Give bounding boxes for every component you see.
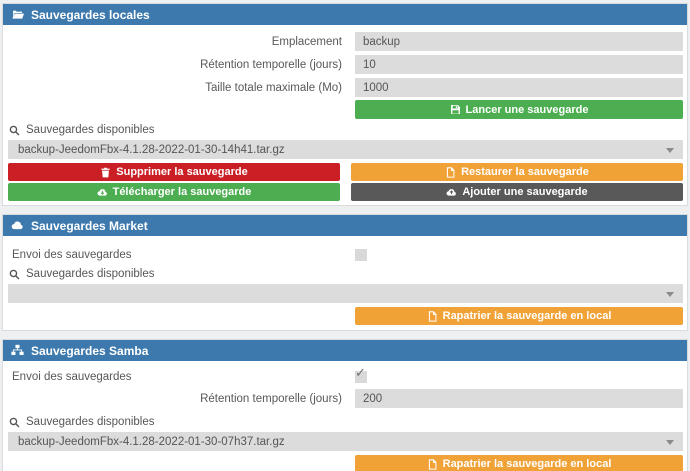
cloud-upload-icon bbox=[446, 188, 457, 196]
trash-icon bbox=[101, 167, 110, 177]
market-available-label-row: Sauvegardes disponibles bbox=[3, 268, 687, 280]
file-icon bbox=[428, 458, 437, 470]
available-backups-label-row: Sauvegardes disponibles bbox=[3, 124, 687, 136]
restore-backup-button[interactable]: Restaurer la sauvegarde bbox=[351, 163, 683, 181]
local-backup-select[interactable]: backup-JeedomFbx-4.1.28-2022-01-30-14h41… bbox=[8, 140, 683, 159]
sitemap-icon bbox=[11, 344, 24, 355]
launch-backup-label: Lancer une sauvegarde bbox=[465, 103, 589, 116]
search-icon bbox=[9, 417, 20, 427]
launch-row: Lancer une sauvegarde bbox=[3, 100, 687, 119]
restore-backup-label: Restaurer la sauvegarde bbox=[461, 166, 589, 178]
samba-retention-input[interactable] bbox=[355, 389, 683, 408]
panel-title: Sauvegardes Market bbox=[31, 218, 148, 233]
search-icon bbox=[9, 269, 20, 279]
market-available-label: Sauvegardes disponibles bbox=[26, 268, 155, 280]
samba-repatriate-button[interactable]: Rapatrier la sauvegarde en local bbox=[355, 455, 683, 471]
panel-samba-backups: Sauvegardes Samba Envoi des sauvegardes … bbox=[2, 339, 688, 471]
market-repatriate-label: Rapatrier la sauvegarde en local bbox=[442, 310, 612, 322]
field-row-max-size: Taille totale maximale (Mo) bbox=[3, 78, 687, 97]
caret-down-icon bbox=[666, 148, 674, 153]
market-send-checkbox[interactable]: ✓ bbox=[355, 249, 367, 261]
panel-samba-header: Sauvegardes Samba bbox=[3, 340, 687, 361]
samba-retention-label: Rétention temporelle (jours) bbox=[200, 392, 342, 405]
caret-down-icon bbox=[666, 440, 674, 445]
market-backup-select[interactable] bbox=[8, 284, 683, 303]
market-send-row: Envoi des sauvegardes ✓ bbox=[3, 249, 687, 261]
add-backup-button[interactable]: Ajouter une sauvegarde bbox=[351, 183, 683, 201]
samba-backup-select-value: backup-JeedomFbx-4.1.28-2022-01-30-07h37… bbox=[18, 435, 285, 448]
market-repatriate-row: Rapatrier la sauvegarde en local bbox=[3, 307, 687, 330]
cloud-download-icon bbox=[97, 188, 107, 196]
delete-backup-label: Supprimer la sauvegarde bbox=[116, 166, 248, 178]
launch-backup-button[interactable]: Lancer une sauvegarde bbox=[355, 100, 683, 119]
emplacement-label: Emplacement bbox=[271, 35, 342, 48]
panel-title: Sauvegardes Samba bbox=[31, 343, 149, 358]
panel-market-header: Sauvegardes Market bbox=[3, 215, 687, 236]
max-size-input[interactable] bbox=[355, 78, 683, 97]
field-row-retention: Rétention temporelle (jours) bbox=[3, 55, 687, 74]
local-backup-select-value: backup-JeedomFbx-4.1.28-2022-01-30-14h41… bbox=[18, 143, 285, 156]
samba-repatriate-label: Rapatrier la sauvegarde en local bbox=[442, 458, 612, 470]
samba-repatriate-row: Rapatrier la sauvegarde en local bbox=[3, 455, 687, 471]
retention-input[interactable] bbox=[355, 55, 683, 74]
add-backup-label: Ajouter une sauvegarde bbox=[462, 186, 588, 198]
file-icon bbox=[428, 310, 437, 322]
samba-retention-row: Rétention temporelle (jours) bbox=[3, 389, 687, 408]
samba-available-label-row: Sauvegardes disponibles bbox=[3, 416, 687, 428]
samba-send-checkbox[interactable]: ✓ bbox=[355, 365, 367, 383]
max-size-label: Taille totale maximale (Mo) bbox=[205, 81, 342, 94]
local-buttons-grid: Supprimer la sauvegarde Restaurer la sau… bbox=[3, 163, 687, 205]
search-icon bbox=[9, 125, 20, 135]
samba-send-label: Envoi des sauvegardes bbox=[12, 371, 132, 383]
checkmark-icon: ✓ bbox=[355, 365, 366, 380]
download-backup-label: Télécharger la sauvegarde bbox=[112, 186, 252, 198]
save-icon bbox=[450, 105, 460, 114]
folder-open-icon bbox=[11, 10, 24, 19]
field-row-emplacement: Emplacement bbox=[3, 32, 687, 51]
file-icon bbox=[446, 166, 455, 178]
panel-local-backups: Sauvegardes locales Emplacement Rétentio… bbox=[2, 3, 688, 206]
market-send-label: Envoi des sauvegardes bbox=[12, 249, 132, 261]
samba-available-label: Sauvegardes disponibles bbox=[26, 416, 155, 428]
retention-label: Rétention temporelle (jours) bbox=[200, 58, 342, 71]
market-repatriate-button[interactable]: Rapatrier la sauvegarde en local bbox=[355, 307, 683, 325]
panel-title: Sauvegardes locales bbox=[31, 7, 150, 22]
samba-backup-select[interactable]: backup-JeedomFbx-4.1.28-2022-01-30-07h37… bbox=[8, 432, 683, 451]
delete-backup-button[interactable]: Supprimer la sauvegarde bbox=[8, 163, 340, 181]
panel-local-header: Sauvegardes locales bbox=[3, 4, 687, 25]
samba-send-row: Envoi des sauvegardes ✓ bbox=[3, 365, 687, 383]
cloud-icon bbox=[11, 221, 23, 230]
caret-down-icon bbox=[666, 292, 674, 297]
download-backup-button[interactable]: Télécharger la sauvegarde bbox=[8, 183, 340, 201]
panel-market-backups: Sauvegardes Market Envoi des sauvegardes… bbox=[2, 214, 688, 331]
emplacement-input[interactable] bbox=[355, 32, 683, 51]
available-backups-label: Sauvegardes disponibles bbox=[26, 124, 155, 136]
